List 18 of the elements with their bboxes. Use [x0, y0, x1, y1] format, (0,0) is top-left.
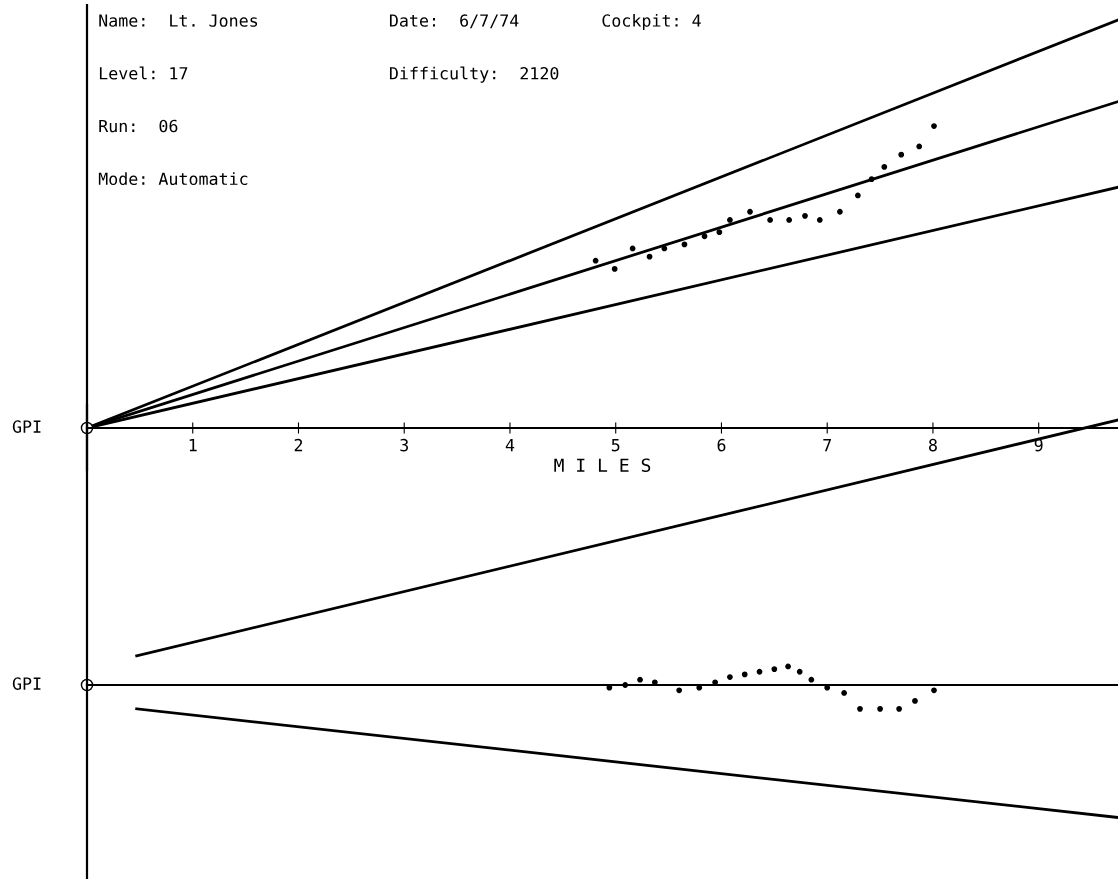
- annotation: Difficulty: 2120: [389, 66, 559, 83]
- annotation: Mode: Automatic: [98, 172, 248, 186]
- text: GPI: [12, 420, 41, 433]
- text: GPI: [12, 677, 41, 690]
- x-tick-label: 5: [611, 439, 620, 452]
- x-tick-label: 3: [400, 438, 408, 452]
- x-tick-label: 1: [189, 439, 197, 452]
- x-tick-label: 2: [294, 438, 303, 452]
- x-tick-label: 7: [823, 439, 831, 452]
- annotation: Run: 06: [99, 119, 178, 133]
- x-tick-label: 4: [505, 439, 515, 452]
- annotation: Level: 17: [99, 66, 188, 80]
- x-tick-label: 6: [717, 438, 726, 452]
- annotation: Cockpit: 4: [602, 13, 701, 31]
- x-axis-title: M I L E S: [554, 458, 651, 473]
- annotation: Name: Lt. Jones: [99, 14, 258, 27]
- annotation: Date: 6/7/74: [389, 14, 519, 29]
- x-tick-label: 8: [929, 438, 937, 452]
